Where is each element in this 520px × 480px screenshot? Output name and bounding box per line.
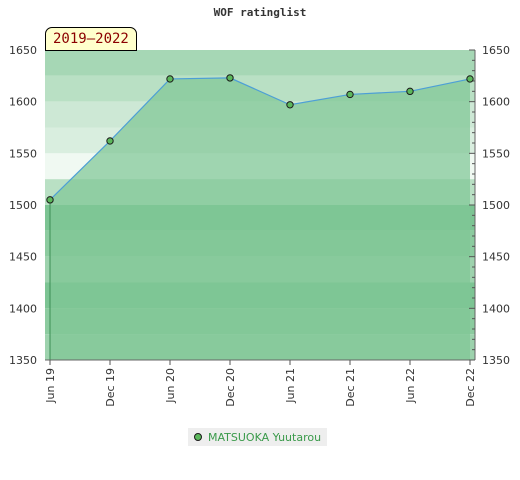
y-tick-label-left: 1550: [9, 147, 37, 160]
y-tick-label-right: 1650: [482, 44, 510, 57]
y-tick-label-right: 1550: [482, 147, 510, 160]
y-tick-label-left: 1350: [9, 354, 37, 367]
x-tick-label: Dec 19: [104, 368, 117, 407]
series-area: [50, 77, 470, 361]
data-point: [346, 90, 354, 99]
x-tick-label: Jun 22: [404, 368, 417, 404]
background-band: [45, 50, 475, 76]
data-point: [466, 75, 474, 83]
axes-layer: 1350 1350 1400 1400 1450 1450 1500 1500 1550 1550…: [9, 44, 510, 407]
y-tick-label-right: 1350: [482, 354, 510, 367]
x-tick-label: Jun 21: [284, 368, 297, 404]
chart-title: WOF ratinglist: [213, 6, 307, 19]
y-tick-label-right: 1450: [482, 251, 510, 264]
data-point: [226, 74, 234, 82]
x-tick-label: Jun 19: [44, 368, 57, 404]
y-tick-label-left: 1650: [9, 44, 37, 57]
x-tick-label: Jun 20: [164, 368, 177, 404]
legend-label: MATSUOKA Yuutarou: [208, 430, 322, 444]
legend-marker-icon: [194, 433, 202, 441]
series-line: [49, 77, 471, 201]
y-tick-label-left: 1450: [9, 251, 37, 264]
y-tick-label-left: 1400: [9, 302, 37, 315]
marker-layer: [46, 74, 474, 204]
data-point: [166, 75, 174, 83]
y-tick-label-left: 1500: [9, 199, 37, 212]
x-tick-label: Dec 20: [224, 368, 237, 407]
x-tick-label: Dec 22: [464, 368, 477, 407]
data-point: [406, 87, 414, 96]
y-tick-label-left: 1600: [9, 96, 37, 109]
x-tick-label: Dec 21: [344, 368, 357, 407]
area-layer: [49, 77, 471, 361]
y-tick-label-right: 1500: [482, 199, 510, 212]
legend: MATSUOKA Yuutarou: [188, 428, 328, 446]
data-point: [286, 101, 294, 109]
y-tick-label-right: 1400: [482, 302, 510, 315]
y-tick-label-right: 1600: [482, 96, 510, 109]
period-badge: 2019–2022: [45, 27, 137, 51]
data-point: [106, 137, 114, 145]
data-point: [46, 196, 54, 204]
